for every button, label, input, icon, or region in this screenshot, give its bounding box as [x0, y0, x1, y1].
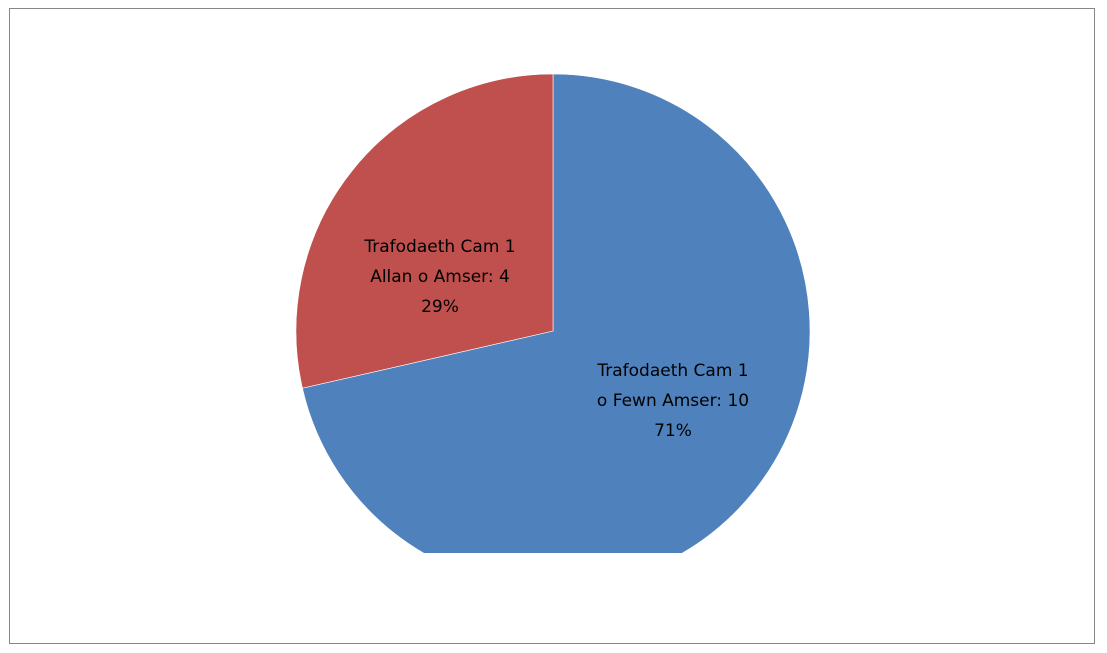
pie-slice-1-label-line-3: 71%: [654, 421, 692, 441]
pie-slice-2-label-line-2: Allan o Amser: 4: [370, 267, 510, 287]
pie-slices: [295, 73, 811, 553]
pie-slice-2-label-line-1: Trafodaeth Cam 1: [363, 237, 515, 257]
pie-slice-2: [295, 73, 554, 389]
pie-slice-2-label: Trafodaeth Cam 1 Allan o Amser: 4 29%: [363, 237, 515, 317]
pie-slice-1-label-line-1: Trafodaeth Cam 1: [596, 361, 748, 381]
pie-slice-2-label-line-3: 29%: [421, 297, 459, 317]
pie-slice-1: [302, 73, 811, 553]
pie-slice-1-label-line-2: o Fewn Amser: 10: [597, 391, 749, 411]
pie-slice-1-label: Trafodaeth Cam 1 o Fewn Amser: 10 71%: [596, 361, 749, 441]
